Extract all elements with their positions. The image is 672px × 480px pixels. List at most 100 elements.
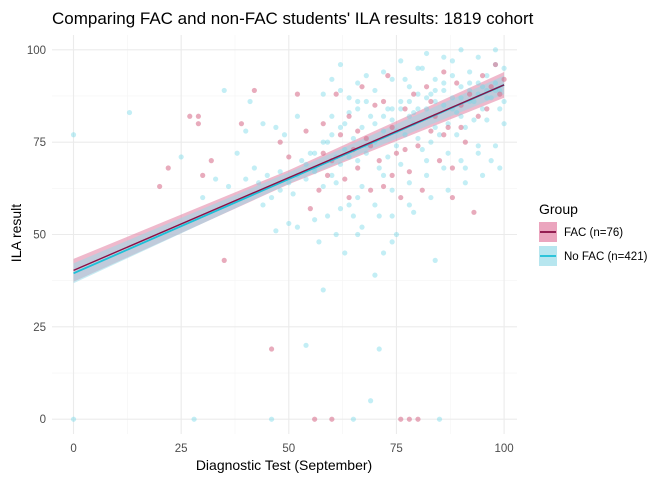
data-point-nofac — [337, 61, 344, 68]
data-point-nofac — [441, 165, 447, 171]
data-point-nofac — [290, 191, 296, 197]
data-point-nofac — [445, 187, 451, 193]
data-point-fac — [372, 102, 378, 108]
data-point-fac — [195, 113, 201, 119]
data-point-nofac — [458, 47, 464, 53]
data-point-nofac — [329, 113, 335, 119]
data-point-nofac — [372, 87, 378, 94]
data-point-fac — [497, 91, 503, 97]
data-point-fac — [355, 128, 361, 134]
data-point-nofac — [423, 158, 430, 164]
data-point-nofac — [441, 102, 447, 108]
data-point-nofac — [126, 109, 133, 116]
data-point-fac — [389, 124, 395, 130]
data-point-nofac — [268, 416, 275, 422]
data-point-nofac — [200, 194, 206, 201]
data-point-nofac — [178, 154, 184, 160]
data-point-nofac — [221, 87, 227, 94]
data-point-nofac — [273, 124, 279, 130]
data-point-nofac — [402, 132, 408, 138]
data-point-nofac — [70, 416, 77, 422]
data-point-nofac — [333, 180, 339, 186]
legend-label-fac: FAC (n=76) — [564, 227, 623, 239]
data-point-fac — [294, 91, 301, 97]
data-point-nofac — [294, 113, 301, 119]
y-tick-label: 75 — [33, 137, 46, 149]
data-point-nofac — [346, 202, 352, 208]
data-point-nofac — [320, 139, 326, 145]
data-point-nofac — [458, 113, 464, 119]
data-point-nofac — [346, 109, 352, 116]
data-point-nofac — [389, 106, 395, 112]
data-point-nofac — [432, 124, 438, 130]
data-point-fac — [415, 416, 421, 422]
data-point-fac — [389, 172, 395, 178]
legend-title: Group — [539, 201, 578, 217]
data-point-nofac — [329, 76, 335, 82]
data-point-nofac — [376, 346, 382, 352]
data-point-nofac — [454, 132, 460, 138]
data-point-nofac — [368, 398, 374, 404]
data-point-nofac — [497, 106, 503, 112]
data-point-nofac — [475, 150, 481, 156]
x-tick-label: 50 — [282, 443, 295, 455]
data-point-nofac — [432, 87, 438, 94]
data-point-fac — [268, 346, 275, 352]
legend-label-nofac: No FAC (n=421) — [564, 251, 648, 263]
data-point-nofac — [380, 69, 387, 75]
data-point-nofac — [398, 58, 404, 64]
data-point-nofac — [324, 139, 331, 145]
data-point-nofac — [264, 172, 270, 178]
data-point-nofac — [423, 50, 430, 57]
data-point-nofac — [286, 220, 292, 227]
data-point-nofac — [484, 73, 490, 79]
trend-lines — [73, 84, 505, 275]
data-point-nofac — [462, 124, 468, 130]
data-point-nofac — [234, 150, 240, 156]
data-point-nofac — [307, 150, 313, 156]
data-point-fac — [286, 154, 292, 160]
data-point-fac — [462, 139, 468, 145]
data-point-fac — [208, 158, 214, 164]
data-point-nofac — [277, 169, 283, 175]
data-point-nofac — [501, 65, 507, 71]
data-point-nofac — [389, 213, 395, 219]
data-point-nofac — [467, 80, 473, 86]
data-point-fac — [402, 106, 408, 112]
data-point-nofac — [454, 109, 460, 116]
data-point-nofac — [398, 98, 404, 105]
data-point-fac — [393, 150, 400, 156]
data-point-fac — [488, 84, 494, 90]
data-point-fac — [467, 91, 473, 97]
data-point-fac — [320, 150, 326, 156]
data-point-nofac — [415, 65, 421, 71]
data-point-fac — [454, 80, 460, 86]
data-point-fac — [329, 416, 335, 422]
data-point-nofac — [467, 69, 473, 75]
data-point-nofac — [329, 172, 335, 178]
data-point-nofac — [402, 76, 408, 82]
data-point-nofac — [355, 80, 361, 86]
data-point-fac — [423, 84, 430, 90]
data-point-nofac — [385, 154, 391, 160]
data-point-nofac — [303, 161, 309, 167]
data-point-nofac — [294, 224, 301, 230]
data-point-nofac — [423, 172, 430, 178]
data-point-fac — [187, 113, 193, 119]
data-point-nofac — [359, 183, 365, 190]
data-point-nofac — [359, 224, 365, 230]
data-point-nofac — [355, 231, 361, 238]
data-point-fac — [355, 165, 361, 171]
data-point-nofac — [350, 213, 356, 219]
data-point-nofac — [380, 172, 387, 178]
data-point-fac — [333, 91, 339, 97]
data-point-nofac — [277, 187, 283, 193]
data-point-nofac — [406, 180, 412, 186]
data-point-nofac — [479, 172, 486, 178]
data-point-nofac — [419, 65, 425, 71]
data-point-nofac — [484, 117, 490, 123]
data-point-fac — [411, 91, 417, 97]
data-point-nofac — [428, 194, 434, 201]
data-point-fac — [363, 135, 369, 142]
data-point-nofac — [312, 150, 318, 156]
